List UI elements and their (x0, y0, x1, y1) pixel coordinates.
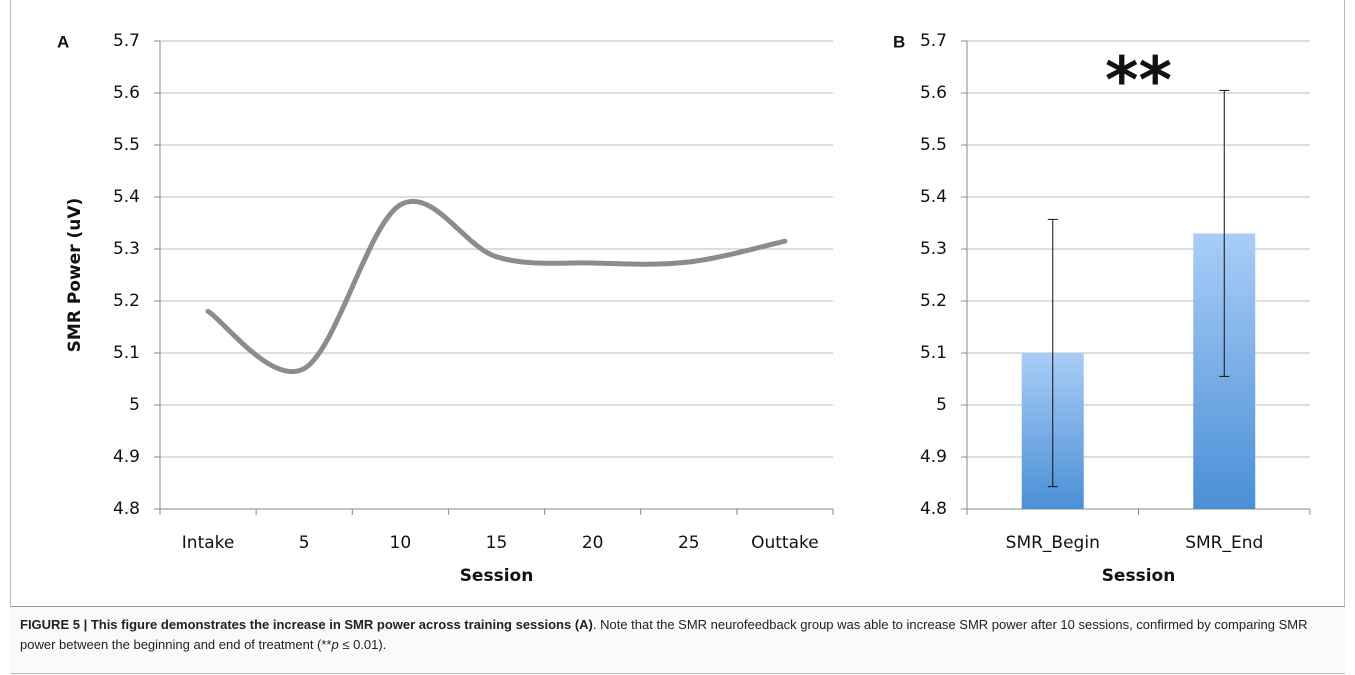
y-tick-label: 5.6 (920, 83, 947, 103)
x-tick-label: 25 (678, 533, 700, 553)
line (205, 199, 788, 374)
y-tick-label: 5.7 (113, 31, 140, 51)
y-tick-label: 5 (936, 395, 947, 415)
x-tick-label: SMR_End (1185, 533, 1263, 553)
caption-italic: p (331, 637, 339, 652)
x-tick-label: SMR_Begin (1006, 533, 1100, 553)
y-tick-label: 5.4 (920, 187, 947, 207)
y-tick-label: 5.5 (920, 135, 947, 155)
y-tick-label: 5.1 (920, 343, 947, 363)
x-axis-label: Session (1102, 566, 1176, 586)
y-tick-label: 5.2 (113, 291, 140, 311)
x-tick-label: 20 (582, 533, 604, 553)
y-tick-label: 5.1 (113, 343, 140, 363)
y-tick-label: 5.3 (113, 239, 140, 259)
panel-label: A (57, 32, 69, 51)
y-axis-label: SMR Power (uV) (65, 198, 85, 353)
y-tick-label: 5.5 (113, 135, 140, 155)
caption-text: . Note that the SMR neurofeedback group … (20, 617, 1312, 652)
y-tick-label: 5.3 (920, 239, 947, 259)
y-tick-label: 5.4 (113, 187, 140, 207)
y-tick-label: 5.2 (920, 291, 947, 311)
x-tick-label: 10 (390, 533, 412, 553)
caption-bold: FIGURE 5 | This figure demonstrates the … (20, 617, 593, 632)
x-tick-label: Intake (182, 533, 235, 553)
caption: FIGURE 5 | This figure demonstrates the … (10, 606, 1345, 673)
x-tick-label: Outtake (751, 533, 819, 553)
x-axis-label: Session (460, 566, 534, 586)
x-tick-label: 5 (299, 533, 310, 553)
y-tick-label: 4.8 (113, 499, 140, 519)
panel-label: B (893, 32, 905, 51)
y-tick-label: 4.9 (113, 447, 140, 467)
y-tick-label: 4.8 (920, 499, 947, 519)
annotation: ** (1105, 45, 1172, 119)
figure: A 4.8 4.9 5 5.1 5.2 5.3 5.4 5.5 5.6 5.7 Intake 5 10 15… (57, 31, 1311, 586)
y-tick-label: 5 (129, 395, 140, 415)
y-tick-label: 4.9 (920, 447, 947, 467)
caption-text-after: ≤ 0.01). (338, 637, 387, 652)
y-tick-label: 5.7 (920, 31, 947, 51)
x-tick-label: 15 (486, 533, 508, 553)
y-tick-label: 5.6 (113, 83, 140, 103)
